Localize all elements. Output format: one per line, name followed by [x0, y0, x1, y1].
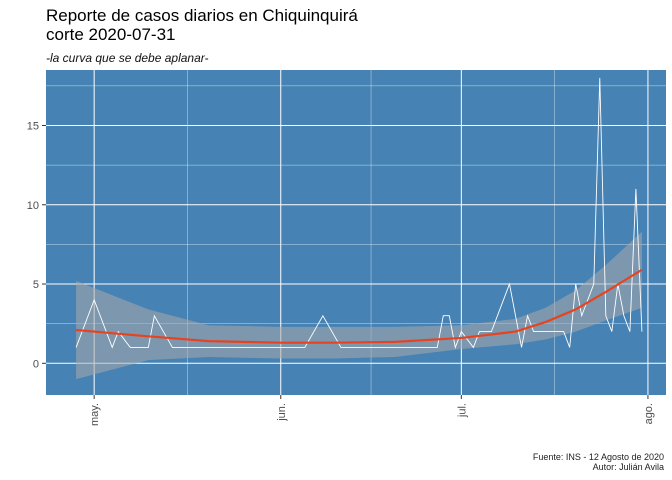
y-tick-label: 0: [33, 358, 39, 370]
x-tick-label: may.: [89, 403, 101, 426]
y-tick-label: 15: [27, 120, 39, 132]
x-tick-label: jul.: [456, 403, 468, 418]
x-tick-label: ago.: [643, 403, 655, 424]
chart-title: Reporte de casos diarios en Chiquinquirá…: [46, 6, 358, 44]
y-tick-label: 5: [33, 279, 39, 291]
chart-subtitle: -la curva que se debe aplanar-: [46, 51, 209, 65]
trend-line: [76, 268, 643, 344]
y-tick-label: 10: [27, 200, 39, 212]
x-axis-ticks: may. jun. jul. ago.: [89, 395, 655, 426]
daily-cases-line: [75, 77, 643, 350]
x-tick-label: jun.: [276, 403, 288, 422]
data-lines: [75, 77, 643, 350]
caption-author: Autor: Julián Avila: [592, 462, 664, 472]
y-axis-ticks: 0 5 10 15: [27, 120, 46, 370]
caption-source: Fuente: INS - 12 Agosto de 2020: [532, 452, 664, 462]
chart-caption: Fuente: INS - 12 Agosto de 2020 Autor: J…: [533, 452, 664, 472]
